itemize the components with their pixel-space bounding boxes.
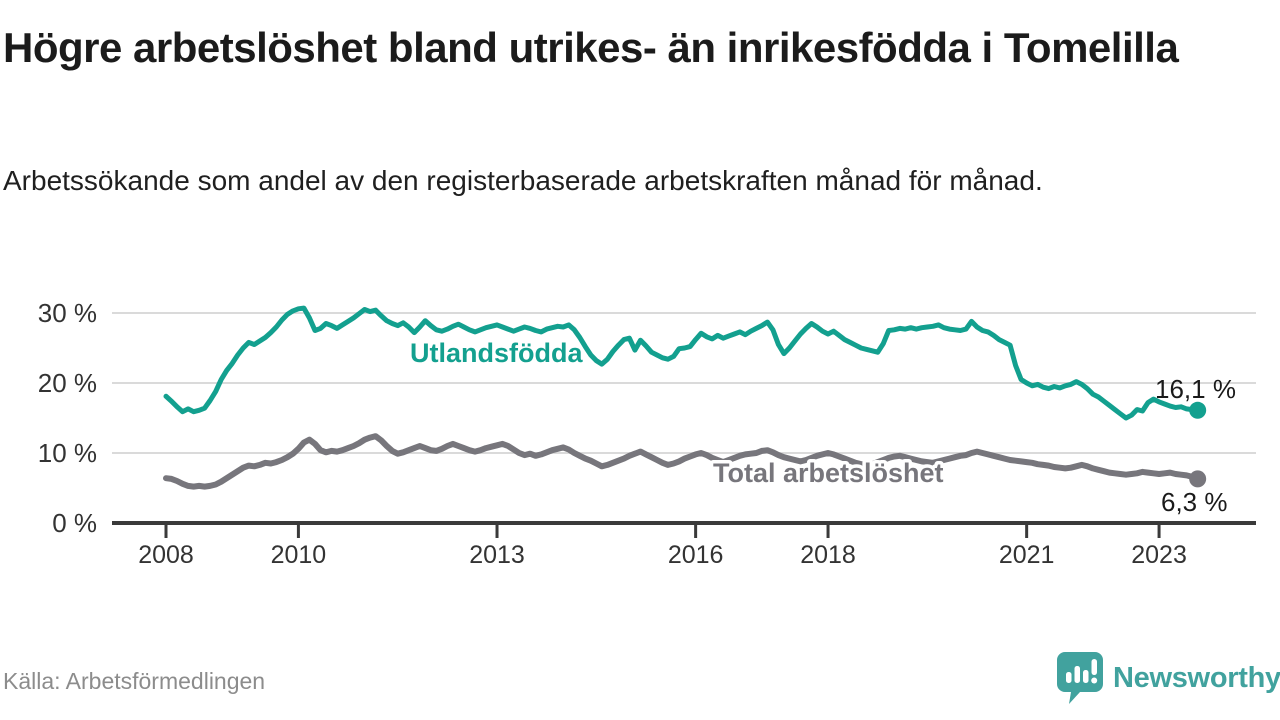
y-axis-label-0: 0 %: [52, 508, 97, 538]
end-dot-utlandsfodda: [1189, 401, 1207, 419]
page-title: Högre arbetslöshet bland utrikes- än inr…: [3, 24, 1179, 71]
end-value-label-total: 6,3 %: [1161, 487, 1228, 517]
x-axis-label-2008: 2008: [138, 541, 194, 569]
end-dot-total: [1189, 470, 1207, 488]
brand-logo: Newsworthy: [1056, 650, 1280, 706]
series-line-total: [163, 433, 1201, 490]
series-label-total: Total arbetslöshet: [713, 458, 944, 488]
line-chart-svg: 0 % 10 % 20 % 30 % 2008 2010 2013 2016 2018 2021 2…: [38, 298, 1256, 569]
end-value-label-utlandsfodda: 16,1 %: [1155, 374, 1236, 404]
x-axis-label-2016: 2016: [668, 541, 724, 569]
page-subtitle: Arbetssökande som andel av den registerb…: [3, 165, 1043, 196]
series-label-utlandsfodda: Utlandsfödda: [410, 338, 583, 368]
newsworthy-bubble-icon: [1057, 652, 1103, 704]
x-axis-label-2010: 2010: [271, 541, 327, 569]
source-note: Källa: Arbetsförmedlingen: [3, 668, 266, 694]
x-axis-label-2013: 2013: [469, 541, 525, 569]
y-axis-label-10: 10 %: [38, 438, 97, 468]
x-axis-label-2021: 2021: [999, 541, 1055, 569]
brand-name: Newsworthy: [1113, 661, 1280, 694]
x-axis-label-2018: 2018: [800, 541, 856, 569]
y-axis-label-30: 30 %: [38, 298, 97, 328]
line-chart: 0 % 10 % 20 % 30 % 2008 2010 2013 2016 2018 2021 2…: [0, 285, 1280, 585]
series-line-utlandsfodda: [163, 305, 1201, 421]
x-axis-label-2023: 2023: [1131, 541, 1187, 569]
y-axis-label-20: 20 %: [38, 368, 97, 398]
